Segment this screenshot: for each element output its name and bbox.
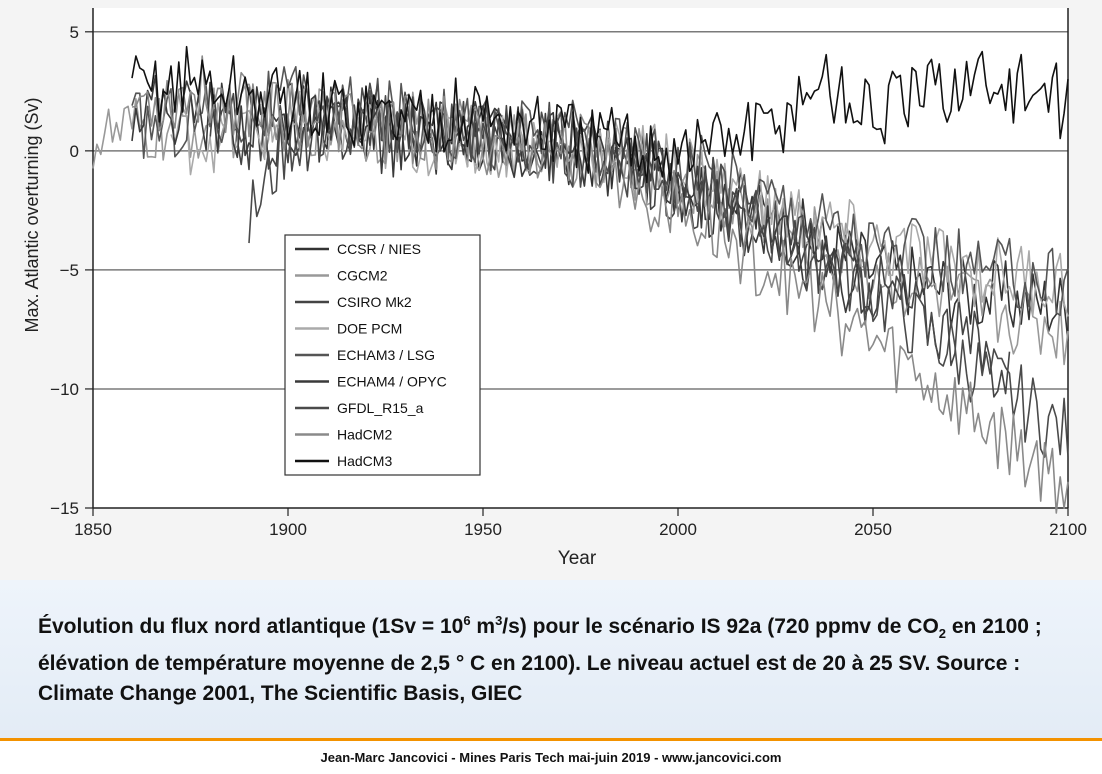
caption-part-2: m [470, 615, 496, 638]
x-tick-label: 1850 [74, 520, 112, 539]
chart-figure: 5 0 −5 −10 −15 1850 1900 1950 2000 2050 2100 CCSR … [0, 0, 1102, 580]
y-tick-label: 0 [70, 142, 79, 161]
x-tick-label: 2050 [854, 520, 892, 539]
x-tick-label: 1900 [269, 520, 307, 539]
figure-caption: Évolution du flux nord atlantique (1Sv =… [38, 606, 1078, 709]
y-tick-label: −15 [50, 499, 79, 518]
legend-label: HadCM3 [337, 453, 392, 469]
legend-label: CSIRO Mk2 [337, 294, 412, 310]
x-tick-label: 2100 [1049, 520, 1087, 539]
caption-sup-2: 3 [495, 613, 503, 628]
series-line [131, 55, 1069, 514]
legend-label: HadCM2 [337, 427, 392, 443]
series-line [131, 66, 1069, 317]
x-tick-label: 2000 [659, 520, 697, 539]
caption-part-4: en 2100 ; élévation de température moyen… [38, 615, 1042, 706]
x-axis-label: Year [558, 548, 597, 569]
legend-label: CCSR / NIES [337, 241, 421, 257]
footer-credit: Jean-Marc Jancovici - Mines Paris Tech m… [320, 750, 782, 765]
legend-label: ECHAM4 / OPYC [337, 374, 447, 390]
caption-sup-1: 6 [463, 613, 471, 628]
y-tick-label: 5 [70, 23, 79, 42]
caption-part-1: Évolution du flux nord atlantique (1Sv =… [38, 615, 464, 638]
overturning-chart: 5 0 −5 −10 −15 1850 1900 1950 2000 2050 2100 CCSR … [22, 8, 1087, 569]
caption-band [0, 580, 1102, 738]
y-tick-label: −5 [60, 261, 79, 280]
y-axis-label: Max. Atlantic overturning (Sv) [22, 97, 42, 332]
footer-divider [0, 738, 1102, 741]
y-tick-label: −10 [50, 380, 79, 399]
legend-label: DOE PCM [337, 321, 402, 337]
series-line [248, 82, 1069, 458]
caption-part-3: /s) pour le scénario IS 92a (720 ppmv de… [502, 615, 939, 638]
x-tick-label: 1950 [464, 520, 502, 539]
legend-label: CGCM2 [337, 268, 388, 284]
legend-label: GFDL_R15_a [337, 400, 424, 416]
series-line [131, 45, 1069, 184]
caption-sub-1: 2 [938, 626, 947, 642]
legend-label: ECHAM3 / LSG [337, 347, 435, 363]
